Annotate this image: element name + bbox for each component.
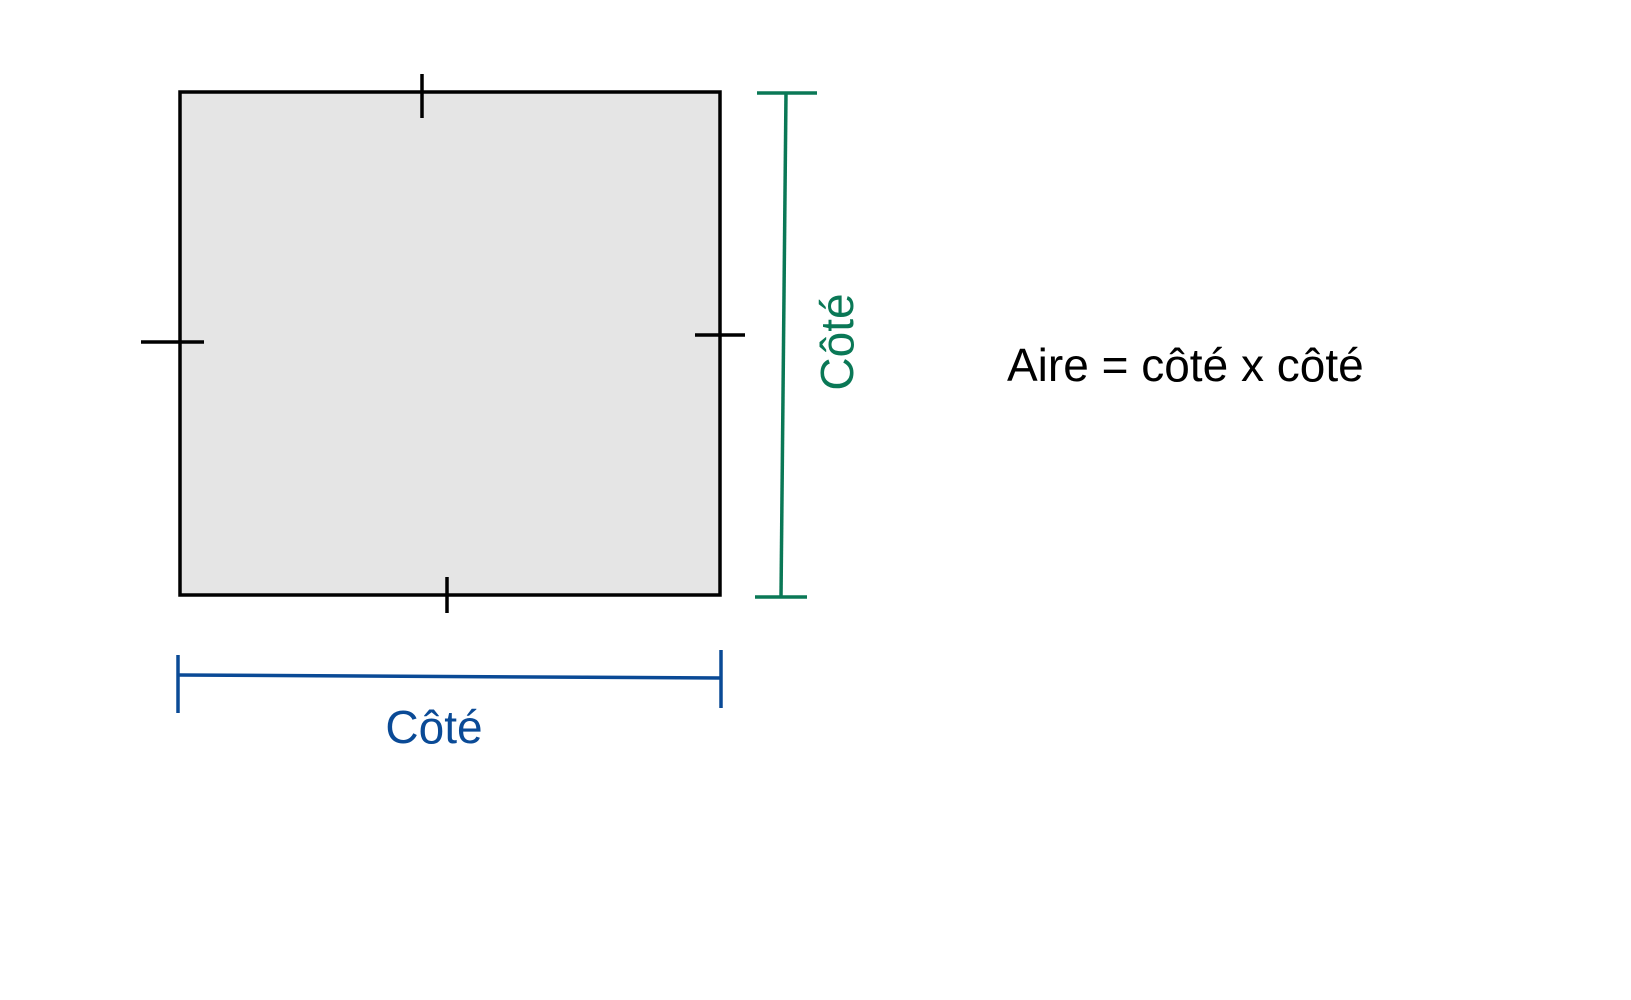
- side-label: Côté: [811, 293, 863, 390]
- side-dimension-line: [755, 91, 817, 599]
- bottom-side-label: Côté: [385, 701, 482, 753]
- bottom-dimension-line: [176, 650, 723, 713]
- square-shape: [178, 90, 722, 597]
- area-formula: Aire = côté x côté: [1007, 339, 1364, 391]
